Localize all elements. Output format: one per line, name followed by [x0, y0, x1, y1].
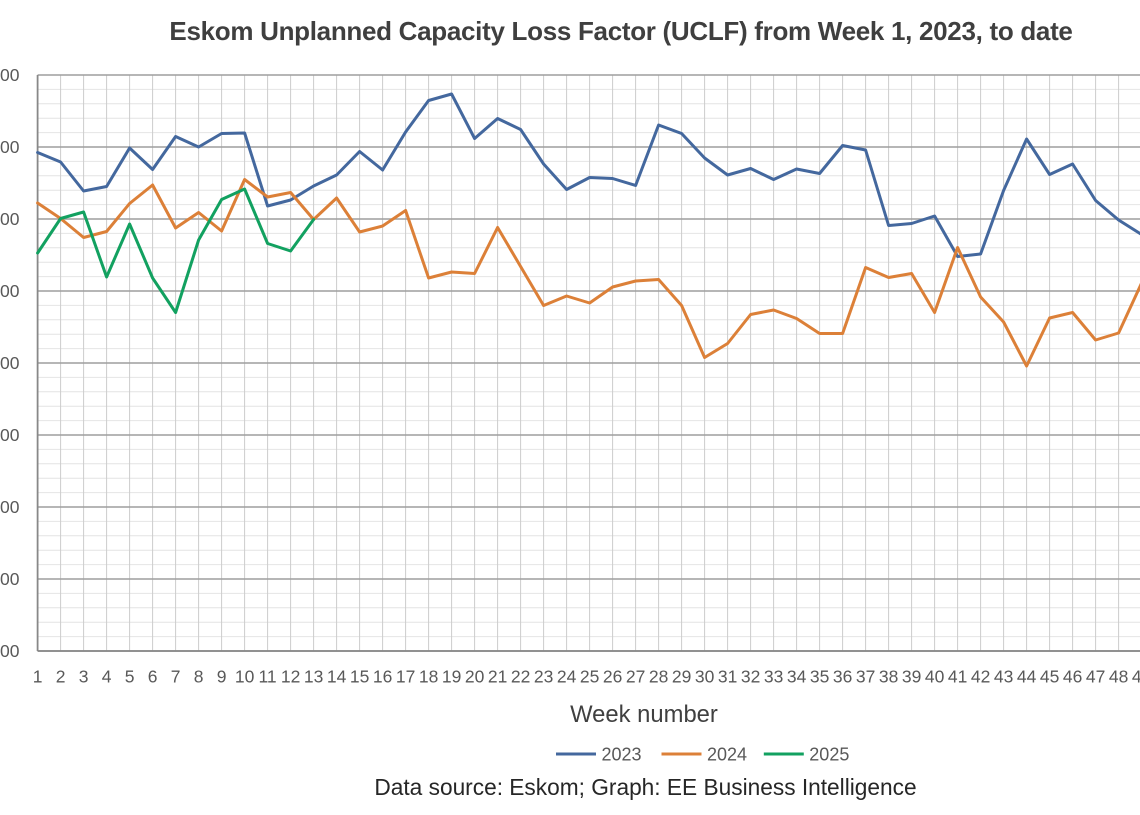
svg-text:30: 30 [695, 667, 715, 687]
svg-text:18: 18 [419, 667, 438, 687]
svg-text:26: 26 [603, 667, 622, 687]
svg-text:Eskom Unplanned Capacity Loss: Eskom Unplanned Capacity Loss Factor (UC… [169, 16, 1072, 46]
svg-text:21: 21 [488, 667, 507, 687]
svg-text:25: 25 [580, 667, 599, 687]
svg-text:42: 42 [971, 667, 990, 687]
svg-text:Week number: Week number [570, 701, 718, 728]
svg-text:41: 41 [948, 667, 967, 687]
svg-text:00: 00 [0, 65, 20, 85]
svg-text:46: 46 [1063, 667, 1082, 687]
svg-text:00: 00 [0, 353, 20, 373]
svg-text:45: 45 [1040, 667, 1059, 687]
svg-text:00: 00 [0, 137, 20, 157]
svg-text:37: 37 [856, 667, 875, 687]
svg-text:14: 14 [327, 667, 347, 687]
svg-text:47: 47 [1086, 667, 1105, 687]
svg-text:44: 44 [1017, 667, 1037, 687]
svg-text:19: 19 [442, 667, 461, 687]
svg-text:43: 43 [994, 667, 1013, 687]
svg-text:49: 49 [1132, 667, 1140, 687]
svg-text:16: 16 [373, 667, 392, 687]
svg-text:8: 8 [194, 667, 204, 687]
svg-text:34: 34 [787, 667, 807, 687]
svg-text:23: 23 [534, 667, 553, 687]
svg-text:29: 29 [672, 667, 691, 687]
svg-text:2: 2 [56, 667, 66, 687]
svg-text:24: 24 [557, 667, 577, 687]
svg-text:33: 33 [764, 667, 783, 687]
svg-text:20: 20 [465, 667, 485, 687]
svg-text:28: 28 [649, 667, 668, 687]
svg-text:00: 00 [0, 425, 20, 445]
svg-text:13: 13 [304, 667, 323, 687]
svg-text:32: 32 [741, 667, 760, 687]
svg-text:2024: 2024 [707, 745, 747, 765]
svg-text:22: 22 [511, 667, 530, 687]
svg-text:36: 36 [833, 667, 852, 687]
svg-text:6: 6 [148, 667, 158, 687]
svg-text:17: 17 [396, 667, 415, 687]
svg-text:27: 27 [626, 667, 645, 687]
svg-text:5: 5 [125, 667, 135, 687]
svg-text:7: 7 [171, 667, 181, 687]
svg-text:9: 9 [217, 667, 227, 687]
svg-text:2025: 2025 [809, 745, 849, 765]
svg-text:00: 00 [0, 641, 20, 661]
svg-text:3: 3 [79, 667, 89, 687]
svg-text:31: 31 [718, 667, 737, 687]
svg-text:38: 38 [879, 667, 898, 687]
svg-text:39: 39 [902, 667, 921, 687]
svg-text:40: 40 [925, 667, 945, 687]
svg-text:15: 15 [350, 667, 369, 687]
svg-text:Data source: Eskom; Graph: EE: Data source: Eskom; Graph: EE Business I… [374, 774, 916, 800]
svg-text:2023: 2023 [602, 745, 642, 765]
svg-text:1: 1 [33, 667, 43, 687]
svg-text:35: 35 [810, 667, 829, 687]
svg-text:48: 48 [1109, 667, 1128, 687]
svg-text:00: 00 [0, 497, 20, 517]
svg-text:12: 12 [281, 667, 300, 687]
svg-text:10: 10 [235, 667, 255, 687]
svg-text:00: 00 [0, 209, 20, 229]
svg-text:4: 4 [102, 667, 112, 687]
svg-text:00: 00 [0, 569, 20, 589]
svg-text:00: 00 [0, 281, 20, 301]
svg-text:11: 11 [259, 667, 277, 687]
